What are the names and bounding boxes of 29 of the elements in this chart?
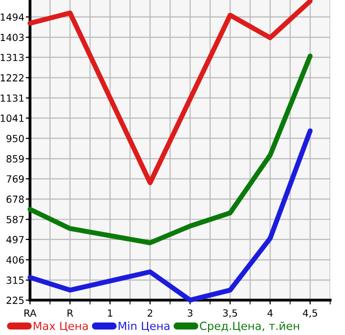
line-series <box>28 128 313 303</box>
y-tick-label: 1041 <box>0 114 24 122</box>
y-tick-label: 1494 <box>0 13 24 21</box>
y-tick-label: 1403 <box>0 34 24 42</box>
x-tick-label: 3,5 <box>223 309 237 318</box>
y-tick-label: 315 <box>6 276 24 284</box>
x-tick-label: 3 <box>188 309 192 317</box>
y-tick-label: 587 <box>6 216 24 224</box>
x-tick-label: 2 <box>148 309 152 317</box>
x-tick-label: 1 <box>108 309 112 317</box>
y-tick-label: 497 <box>6 236 24 244</box>
y-tick-label: 225 <box>6 296 24 304</box>
y-tick-label: 1131 <box>0 94 24 102</box>
y-tick-label: 406 <box>6 256 24 264</box>
legend-label: Сред.Цена, т.йен <box>200 322 300 332</box>
y-tick-label: 678 <box>6 196 24 203</box>
line-series <box>28 54 313 246</box>
x-tick-label: RA <box>24 309 36 317</box>
y-tick-label: 1313 <box>0 54 24 62</box>
y-tick-label: 1222 <box>0 74 24 82</box>
y-tick-label: 950 <box>6 134 24 142</box>
x-tick-label: 4,5 <box>302 309 318 318</box>
y-tick-label: 859 <box>6 155 24 163</box>
line-series <box>28 0 313 186</box>
x-tick-label: 4 <box>268 309 273 317</box>
x-tick-label: R <box>68 309 74 317</box>
legend-label: Max Цена <box>34 322 88 332</box>
y-tick-label: 769 <box>6 175 24 183</box>
legend-label: Min Цена <box>118 321 170 332</box>
